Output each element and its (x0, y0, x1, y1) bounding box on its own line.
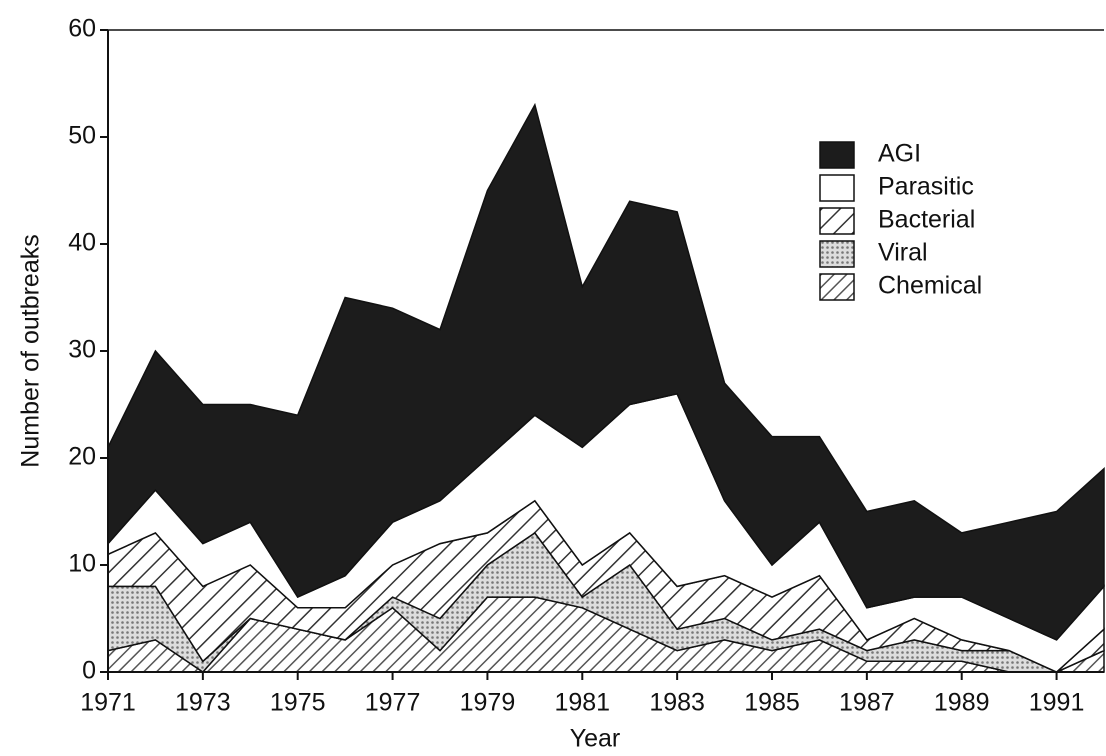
legend-swatch (819, 207, 855, 235)
legend-label: AGI (878, 140, 921, 168)
y-tick-label: 30 (68, 336, 96, 364)
x-tick-label: 1983 (649, 689, 705, 717)
x-tick-label: 1987 (839, 689, 895, 717)
y-tick-label: 20 (68, 443, 96, 471)
legend-swatch (819, 240, 855, 268)
x-tick-label: 1975 (270, 689, 326, 717)
x-tick-label: 1977 (365, 689, 421, 717)
x-tick-label: 1973 (175, 689, 231, 717)
y-tick-label: 50 (68, 122, 96, 150)
x-tick-label: 1991 (1029, 689, 1085, 717)
legend-swatch (819, 141, 855, 169)
x-tick-label: 1971 (80, 689, 136, 717)
legend-label: Parasitic (878, 173, 974, 201)
x-axis-label: Year (570, 725, 621, 753)
y-axis-label: Number of outbreaks (17, 234, 45, 467)
legend-label: Chemical (878, 272, 982, 300)
x-tick-label: 1979 (460, 689, 516, 717)
y-tick-label: 10 (68, 550, 96, 578)
legend-label: Bacterial (878, 206, 975, 234)
x-tick-label: 1989 (934, 689, 990, 717)
x-tick-label: 1981 (554, 689, 610, 717)
y-tick-label: 40 (68, 229, 96, 257)
x-tick-label: 1985 (744, 689, 800, 717)
area (107, 102, 1105, 641)
legend-swatch (819, 174, 855, 202)
legend-label: Viral (878, 239, 928, 267)
y-tick-label: 60 (68, 15, 96, 43)
legend-swatch (819, 273, 855, 301)
y-tick-label: 0 (82, 657, 96, 685)
